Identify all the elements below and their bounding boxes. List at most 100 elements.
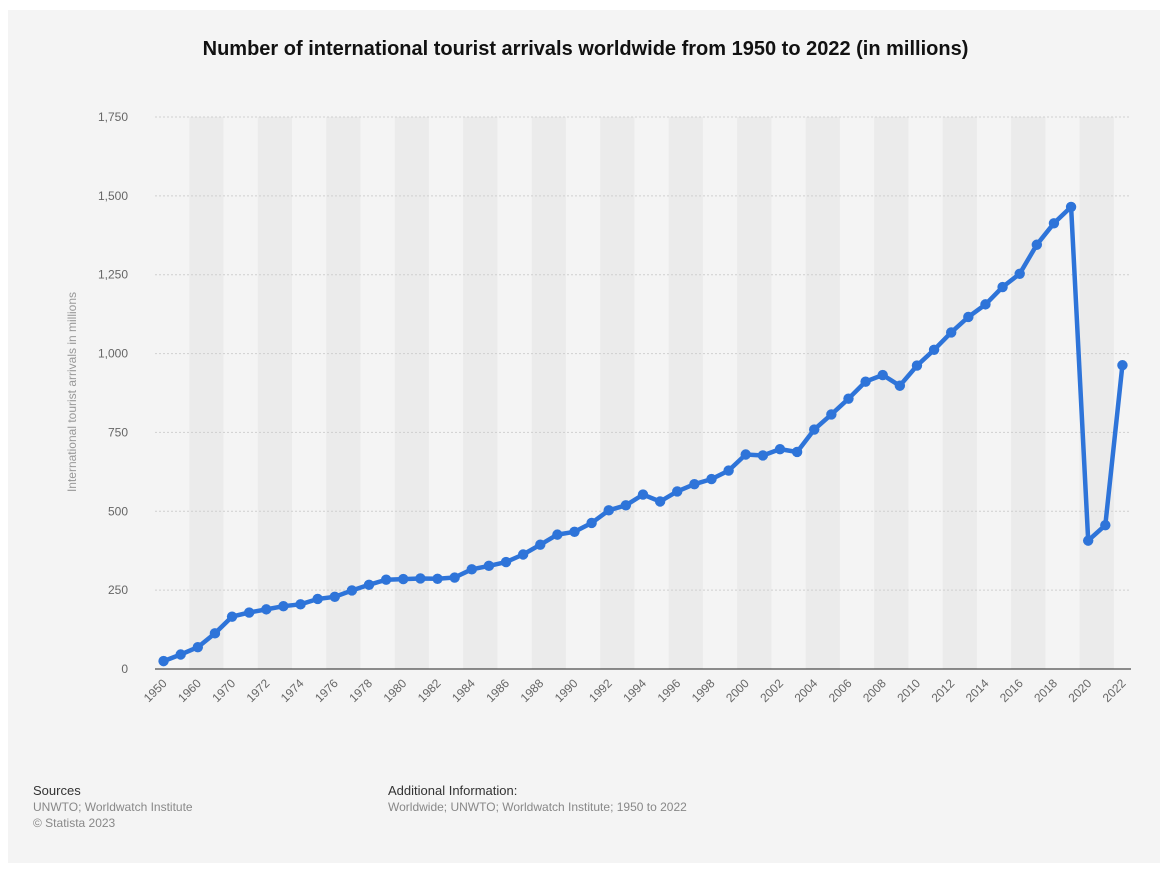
- y-tick-label: 500: [108, 504, 128, 518]
- category-band: [394, 117, 429, 669]
- data-point: [894, 380, 906, 391]
- data-point: [192, 642, 204, 653]
- category-band: [531, 117, 566, 669]
- data-point: [278, 601, 289, 612]
- data-point: [946, 327, 957, 338]
- additional-info-heading: Additional Information:: [388, 783, 518, 798]
- x-tick-label: 1960: [175, 676, 204, 705]
- x-tick-label: 1970: [209, 676, 238, 705]
- category-band: [668, 117, 703, 669]
- x-tick-label: 1992: [586, 676, 615, 705]
- category-band: [1011, 117, 1046, 669]
- y-tick-label: 1,000: [98, 347, 128, 361]
- x-tick-label: 2004: [792, 676, 821, 705]
- data-point: [774, 443, 786, 455]
- x-tick-label: 2006: [826, 676, 855, 705]
- category-band: [942, 117, 977, 669]
- category-band: [874, 117, 909, 669]
- data-point: [209, 628, 221, 639]
- x-tick-label: 2000: [723, 676, 752, 705]
- category-band: [805, 117, 840, 669]
- data-point: [586, 517, 597, 529]
- sources-text: UNWTO; Worldwatch Institute: [33, 800, 193, 814]
- data-point: [1065, 201, 1077, 213]
- data-point: [860, 376, 871, 387]
- data-point: [1031, 239, 1043, 250]
- data-point: [740, 449, 751, 460]
- x-tick-label: 1972: [244, 676, 273, 705]
- data-point: [843, 393, 854, 404]
- data-point: [1117, 360, 1128, 371]
- data-point: [261, 604, 272, 615]
- data-point: [535, 539, 546, 550]
- data-point: [980, 299, 991, 310]
- data-point: [963, 311, 974, 323]
- data-point: [877, 369, 888, 381]
- data-point: [500, 556, 512, 568]
- y-axis-ticks: 0 250 500 750 1,000 1,250 1,500 1,750: [98, 110, 128, 676]
- category-band: [189, 117, 224, 669]
- data-point: [380, 574, 392, 585]
- data-point: [415, 573, 426, 584]
- data-point: [517, 549, 529, 560]
- x-tick-label: 2010: [894, 676, 923, 705]
- data-point: [826, 409, 837, 420]
- x-tick-label: 2016: [997, 676, 1026, 705]
- category-band: [257, 117, 292, 669]
- x-tick-label: 1980: [381, 676, 410, 705]
- x-tick-label: 1982: [415, 676, 444, 705]
- x-tick-label: 2014: [963, 676, 992, 705]
- x-tick-label: 1984: [449, 676, 478, 705]
- data-point: [1048, 218, 1060, 229]
- y-tick-label: 250: [108, 583, 128, 597]
- y-axis-label: International tourist arrivals in millio…: [65, 292, 79, 492]
- data-point: [243, 607, 255, 618]
- y-tick-label: 750: [108, 425, 128, 439]
- data-point: [1100, 519, 1111, 531]
- x-tick-label: 2008: [860, 676, 889, 705]
- y-tick-label: 0: [121, 662, 128, 676]
- data-point: [483, 560, 495, 572]
- x-tick-label: 1986: [483, 676, 512, 705]
- x-tick-label: 1978: [346, 676, 375, 705]
- data-point: [363, 579, 375, 590]
- data-point: [928, 344, 940, 355]
- data-point: [432, 573, 443, 584]
- sources-block: Sources UNWTO; Worldwatch Institute © St…: [33, 783, 193, 831]
- data-point: [226, 611, 238, 622]
- category-band: [600, 117, 635, 669]
- copyright-text: © Statista 2023: [33, 816, 116, 830]
- y-tick-label: 1,250: [98, 268, 128, 282]
- x-tick-label: 1976: [312, 676, 341, 705]
- data-point: [449, 572, 460, 583]
- data-point: [809, 424, 820, 435]
- x-tick-label: 2012: [929, 676, 958, 705]
- data-point: [689, 478, 700, 490]
- data-point: [706, 473, 717, 485]
- data-point: [654, 496, 666, 507]
- x-axis-ticks: 1950 1960 1970 1972 1974 1976 1978 1980 1982 1984…: [141, 676, 1129, 705]
- x-tick-label: 2002: [757, 676, 786, 705]
- data-point: [329, 591, 340, 602]
- data-points: [158, 201, 1128, 667]
- additional-info-text: Worldwide; UNWTO; Worldwatch Institute; …: [388, 800, 687, 814]
- x-tick-label: 1950: [141, 676, 170, 705]
- data-point: [672, 486, 683, 497]
- x-tick-label: 2022: [1100, 676, 1129, 705]
- data-point: [620, 500, 632, 511]
- x-tick-label: 1996: [655, 676, 684, 705]
- category-bands: [189, 117, 1114, 669]
- x-tick-label: 1998: [689, 676, 718, 705]
- gridlines: [155, 116, 1131, 591]
- category-band: [1079, 117, 1114, 669]
- additional-info-block: Additional Information: Worldwide; UNWTO…: [388, 783, 687, 815]
- y-tick-label: 1,750: [98, 110, 128, 124]
- data-point: [603, 505, 614, 516]
- data-point: [569, 526, 580, 537]
- data-point: [175, 649, 186, 660]
- data-point: [997, 281, 1008, 293]
- category-band: [326, 117, 361, 669]
- data-point: [346, 585, 358, 596]
- data-point: [757, 450, 769, 461]
